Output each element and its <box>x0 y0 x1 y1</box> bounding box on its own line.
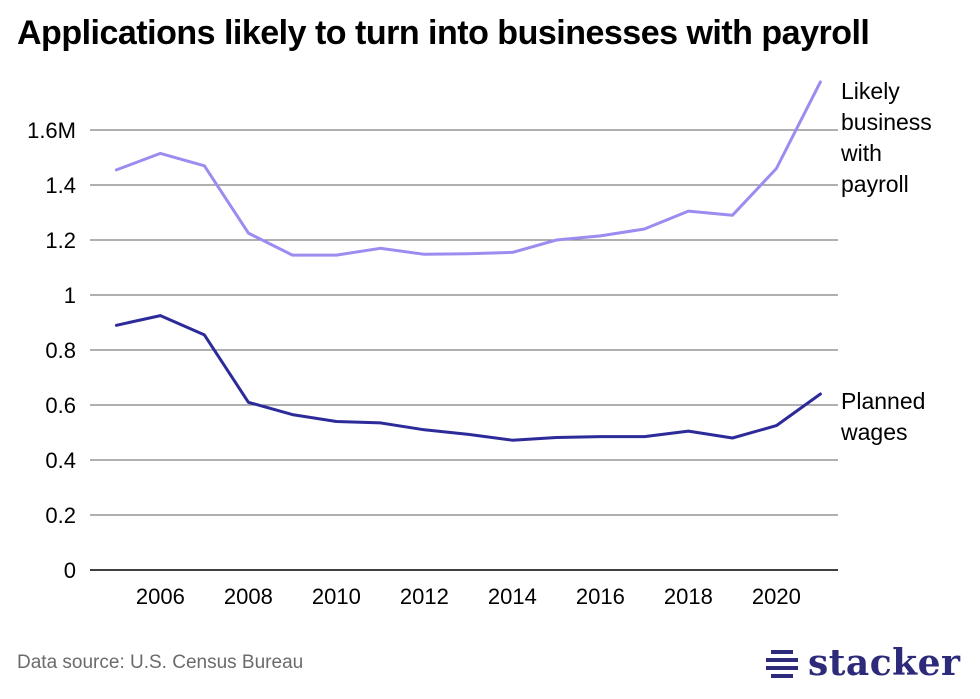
x-tick-label: 2016 <box>576 584 625 609</box>
y-tick-label: 1.2 <box>45 228 76 253</box>
y-tick-label: 0.6 <box>45 393 76 418</box>
y-tick-label: 1 <box>64 283 76 308</box>
series-label-likely-business-with-payroll: Likely business with payroll <box>840 78 932 197</box>
x-tick-label: 2018 <box>664 584 713 609</box>
y-tick-label: 1.4 <box>45 173 76 198</box>
y-tick-label: 0 <box>64 558 76 583</box>
series-lines <box>114 80 822 442</box>
x-tick-label: 2014 <box>488 584 537 609</box>
y-tick-label: 0.4 <box>45 448 76 473</box>
x-tick-label: 2008 <box>224 584 273 609</box>
x-tick-label: 2020 <box>752 584 801 609</box>
data-source-note: Data source: U.S. Census Bureau <box>17 652 304 673</box>
series-line-planned-wages <box>114 314 822 442</box>
series-label-planned-wages: Planned wages <box>840 388 925 445</box>
y-axis-ticks: 0 0.2 0.4 0.6 0.8 1 1.2 1.4 1.6M <box>27 118 76 583</box>
series-line-likely-business-with-payroll <box>114 80 822 257</box>
x-axis-ticks: 2006 2008 2010 2012 2014 2016 2018 2020 <box>136 584 801 609</box>
chart-title: Applications likely to turn into busines… <box>17 14 870 52</box>
x-tick-label: 2012 <box>400 584 449 609</box>
stacker-logo-icon <box>766 650 798 678</box>
y-tick-label: 1.6M <box>27 118 76 143</box>
x-tick-label: 2006 <box>136 584 185 609</box>
series-labels: Likely business with payroll Planned wages <box>840 78 932 445</box>
x-tick-label: 2010 <box>312 584 361 609</box>
stacker-logo-text: stacker <box>808 642 961 684</box>
y-tick-label: 0.8 <box>45 338 76 363</box>
stacker-logo[interactable]: stacker <box>766 641 960 685</box>
y-tick-label: 0.2 <box>45 503 76 528</box>
gridlines <box>90 129 838 571</box>
